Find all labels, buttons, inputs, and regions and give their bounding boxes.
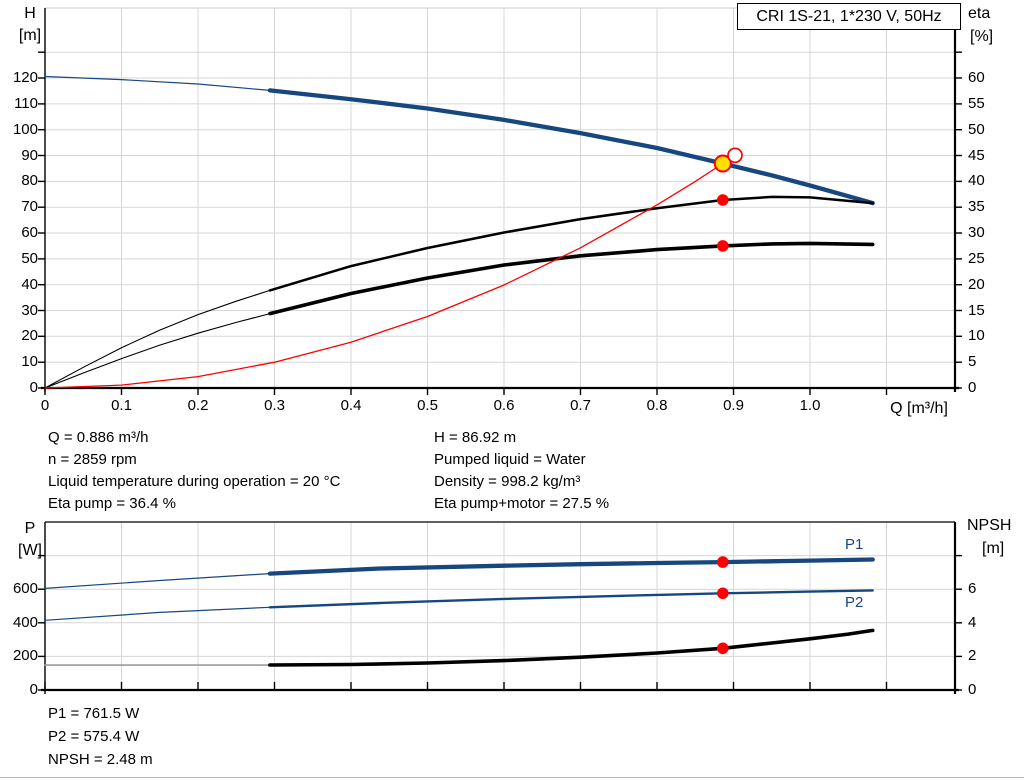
left-axis-tick-label: 60 — [21, 224, 38, 242]
left-axis-tick-label: 40 — [21, 275, 38, 293]
left-axis-tick-label: 0 — [29, 379, 38, 396]
left-axis-tick-label: 400 — [12, 613, 38, 631]
pump-title: CRI 1S-21, 1*230 V, 50Hz — [756, 7, 942, 25]
x-axis-tick-label: 0.1 — [111, 397, 132, 414]
p2-operating-point — [717, 587, 729, 600]
right-axis-tick-label: 2 — [968, 647, 977, 665]
duty-point-actual — [713, 154, 732, 173]
x-axis-tick-label: 0 — [40, 397, 50, 414]
x-axis-tick-label: 0.9 — [723, 397, 744, 414]
x-axis-tick-label: 0.3 — [264, 397, 285, 414]
result-panel: P1 = 761.5 W P2 = 575.4 W NPSH = 2.48 m — [48, 702, 153, 771]
left-axis-tick-label: 30 — [21, 301, 38, 319]
p1-operating-point — [717, 556, 729, 568]
right-axis-tick-label: 6 — [968, 580, 977, 598]
duty-point-requested — [727, 147, 743, 164]
series-system-curve — [44, 154, 736, 389]
info-line-speed: n = 2859 rpm — [48, 451, 137, 468]
q-axis-label: Q [m³/h] — [890, 400, 948, 417]
h-axis-name: H — [24, 5, 36, 22]
info-panel-left: Q = 0.886 m³/h n = 2859 rpm Liquid tempe… — [48, 427, 340, 515]
series-npsh-curve — [268, 628, 875, 667]
p2-curve-label: P2 — [845, 594, 864, 611]
eta-axis-unit: [%] — [970, 28, 994, 45]
page-bottom-divider — [0, 777, 1024, 778]
left-axis-tick-label: 50 — [21, 249, 38, 267]
h-axis-unit: [m] — [18, 27, 42, 44]
left-axis-tick-label: 100 — [12, 120, 38, 138]
p-axis-unit: [W] — [18, 542, 42, 559]
left-axis-tick-label: 600 — [12, 580, 38, 598]
info-line-eta-pump-motor: Eta pump+motor = 27.5 % — [434, 495, 610, 512]
left-axis-tick-label: 0 — [29, 681, 38, 698]
right-axis-tick-label: 5 — [968, 353, 977, 371]
right-axis-tick-label: 0 — [968, 379, 977, 396]
info-line-density: Density = 998.2 kg/m³ — [434, 473, 581, 490]
series-eta-pump-motor-curve — [268, 241, 875, 316]
right-axis-tick-label: 4 — [968, 613, 977, 631]
series-head-curve-thin — [44, 75, 271, 92]
x-axis-tick-label: 0.6 — [493, 397, 515, 414]
info-line-temperature: Liquid temperature during operation = 20… — [48, 473, 341, 490]
right-axis-tick-label: 60 — [968, 69, 985, 87]
x-axis-tick-label: 0.2 — [187, 397, 209, 414]
right-axis-tick-label: 50 — [968, 120, 985, 138]
left-axis-tick-label: 110 — [14, 94, 38, 112]
p-axis-name: P — [24, 520, 36, 537]
npsh-axis-unit: [m] — [982, 540, 1005, 557]
series-p2-curve-thin — [44, 606, 271, 621]
x-axis-tick-label: 0.5 — [417, 397, 438, 414]
series-p1-curve-thin — [44, 572, 271, 590]
right-axis-tick-label: 10 — [968, 327, 985, 345]
x-axis-tick-label: 0.7 — [570, 397, 591, 414]
series-p2-curve — [268, 589, 874, 609]
right-axis-tick-label: 40 — [968, 172, 985, 190]
x-axis-tick-label: 1.0 — [799, 397, 821, 414]
result-line-p1: P1 = 761.5 W — [48, 705, 140, 722]
right-axis-tick-label: 25 — [968, 249, 985, 267]
left-axis-tick-label: 70 — [21, 198, 38, 216]
eta-pump-motor-operating-point — [717, 240, 729, 252]
left-axis-tick-label: 10 — [21, 353, 38, 371]
result-line-p2: P2 = 575.4 W — [48, 728, 140, 745]
right-axis-tick-label: 55 — [968, 94, 985, 112]
right-axis-tick-label: 35 — [968, 198, 985, 216]
right-axis-tick-label: 45 — [968, 146, 985, 164]
left-axis-tick-label: 20 — [21, 327, 38, 345]
result-line-npsh: NPSH = 2.48 m — [48, 751, 153, 768]
info-line-eta-pump: Eta pump = 36.4 % — [48, 495, 176, 512]
left-axis-tick-label: 200 — [12, 647, 38, 665]
x-axis-tick-label: 0.4 — [340, 397, 362, 414]
eta-pump-operating-point — [717, 194, 729, 206]
left-axis-tick-label: 120 — [12, 69, 38, 87]
p1-curve-label: P1 — [845, 536, 864, 553]
series-head-curve — [267, 88, 875, 206]
right-axis-tick-label: 20 — [968, 275, 985, 293]
npsh-axis-name: NPSH — [967, 517, 1012, 534]
right-axis-tick-label: 15 — [968, 301, 985, 319]
npsh-operating-point — [717, 642, 729, 655]
right-axis-tick-label: 0 — [968, 681, 977, 698]
info-line-h: H = 86.92 m — [434, 429, 517, 446]
info-panel-right: H = 86.92 m Pumped liquid = Water Densit… — [434, 427, 609, 515]
info-line-liquid: Pumped liquid = Water — [434, 451, 586, 468]
left-axis-tick-label: 90 — [21, 146, 38, 164]
right-axis-tick-label: 30 — [968, 224, 985, 242]
series-eta-pump-curve — [268, 195, 874, 292]
left-axis-tick-label: 80 — [21, 172, 38, 190]
x-axis-tick-label: 0.8 — [646, 397, 668, 414]
eta-axis-name: eta — [968, 5, 991, 22]
series-eta-pump-motor-curve-thin — [44, 313, 271, 389]
info-line-q: Q = 0.886 m³/h — [48, 429, 149, 446]
pump-title-box: CRI 1S-21, 1*230 V, 50Hz — [737, 3, 961, 30]
series-p1-curve — [267, 557, 875, 576]
series-eta-pump-curve-thin — [44, 289, 271, 389]
